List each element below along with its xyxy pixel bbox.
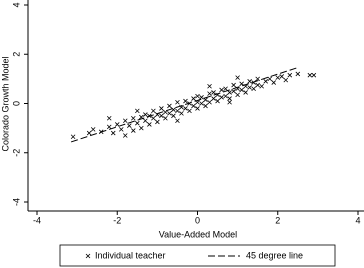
scatter-point	[211, 90, 216, 95]
scatter-point	[235, 75, 240, 80]
scatter-point	[179, 111, 184, 116]
scatter-point	[207, 99, 212, 105]
x-axis-title: Value-Added Model	[159, 229, 237, 239]
scatter-point	[122, 118, 128, 124]
scatter-point	[163, 115, 168, 121]
scatter-point	[131, 128, 136, 133]
y-axis-title: Colorado Growth Model	[0, 56, 10, 151]
scatter-point	[90, 127, 96, 132]
scatter-point	[167, 103, 172, 109]
scatter-point	[215, 98, 220, 104]
scatter-point	[183, 98, 188, 104]
scatter-point	[207, 91, 212, 96]
scatter-point	[271, 80, 277, 85]
scatter-point	[247, 85, 252, 90]
x-tick-label: 0	[195, 215, 200, 225]
scatter-point	[171, 113, 176, 119]
scatter-point	[191, 103, 196, 109]
y-tick-label: 2	[11, 52, 21, 57]
scatter-point	[295, 71, 301, 77]
y-tick-label: -2	[11, 149, 21, 157]
scatter-point	[239, 87, 244, 93]
scatter-point	[227, 99, 232, 105]
scatter-point	[159, 106, 164, 111]
scatter-point	[167, 111, 172, 116]
scatter-point	[151, 115, 156, 121]
scatter-point	[203, 103, 208, 109]
scatter-point	[171, 107, 176, 112]
x-tick-label: -2	[113, 215, 121, 225]
scatter-point	[159, 113, 164, 119]
x-tick-label: -4	[33, 215, 41, 225]
scatter-point	[231, 88, 236, 94]
scatter-point	[279, 74, 285, 79]
scatter-point	[275, 75, 281, 80]
scatter-point	[131, 115, 136, 121]
scatter-point	[219, 95, 224, 100]
scatter-point	[235, 92, 240, 98]
scatter-point	[143, 112, 148, 117]
scatter-point	[219, 87, 224, 93]
scatter-point	[187, 108, 192, 114]
scatter-point	[114, 122, 120, 127]
scatter-point	[255, 76, 260, 82]
scatter-point	[135, 120, 140, 126]
scatter-point	[139, 125, 144, 131]
y-tick-label: 4	[11, 2, 21, 7]
scatter-point	[199, 101, 204, 106]
scatter-point	[251, 86, 256, 92]
scatter-point	[106, 115, 112, 121]
reference-line	[70, 67, 298, 143]
scatter-point	[247, 79, 252, 84]
scatter-point	[122, 133, 128, 138]
scatter-point	[155, 119, 160, 125]
scatter-point	[287, 72, 293, 78]
scatter-point	[263, 79, 268, 84]
scatter-point	[195, 106, 200, 111]
scatter-point	[199, 95, 204, 100]
legend-box	[59, 244, 336, 267]
scatter-point	[243, 90, 248, 95]
scatter-point	[223, 86, 228, 92]
scatter-point	[106, 124, 112, 130]
scatter-point	[227, 96, 232, 101]
scatter-point	[147, 122, 152, 127]
legend-label: Individual teacher	[95, 250, 166, 260]
scatter-point	[195, 93, 200, 99]
scatter-point	[175, 99, 180, 105]
scatter-point	[203, 97, 208, 103]
scatter-point	[86, 130, 92, 136]
scatter-point	[183, 106, 188, 111]
scatter-point	[207, 83, 212, 89]
scatter-point	[135, 108, 140, 114]
scatter-point	[259, 83, 264, 89]
scatter-point	[175, 108, 180, 114]
scatter-point	[70, 134, 76, 140]
scatter-point	[307, 72, 313, 78]
scatter-point	[211, 96, 216, 101]
y-tick-label: 0	[11, 101, 21, 106]
scatter-point	[151, 108, 156, 114]
scatter-point	[255, 82, 260, 88]
y-tick-label: -4	[11, 198, 21, 206]
scatter-point	[118, 127, 124, 132]
scatter-point	[231, 82, 236, 88]
x-tick-label: 4	[355, 215, 360, 225]
scatter-point	[311, 72, 317, 78]
scatter-point	[175, 118, 180, 124]
legend-label: 45 degree line	[246, 250, 303, 260]
scatter-point	[143, 118, 148, 124]
scatter-point	[227, 90, 232, 95]
scatter-point	[283, 77, 289, 83]
scatter-point	[191, 96, 196, 101]
x-tick-label: 2	[275, 215, 280, 225]
scatter-point	[110, 130, 116, 136]
scatter-point	[127, 123, 132, 128]
legend-marker	[85, 253, 91, 259]
scatter-point	[267, 76, 273, 82]
scatter-point	[223, 93, 228, 99]
